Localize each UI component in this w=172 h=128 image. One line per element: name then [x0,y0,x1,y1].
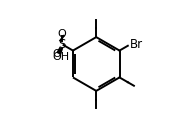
Text: O: O [52,49,61,59]
Text: Br: Br [130,39,143,51]
Text: O: O [58,29,66,39]
Text: OH: OH [52,52,69,62]
Text: S: S [58,38,66,51]
